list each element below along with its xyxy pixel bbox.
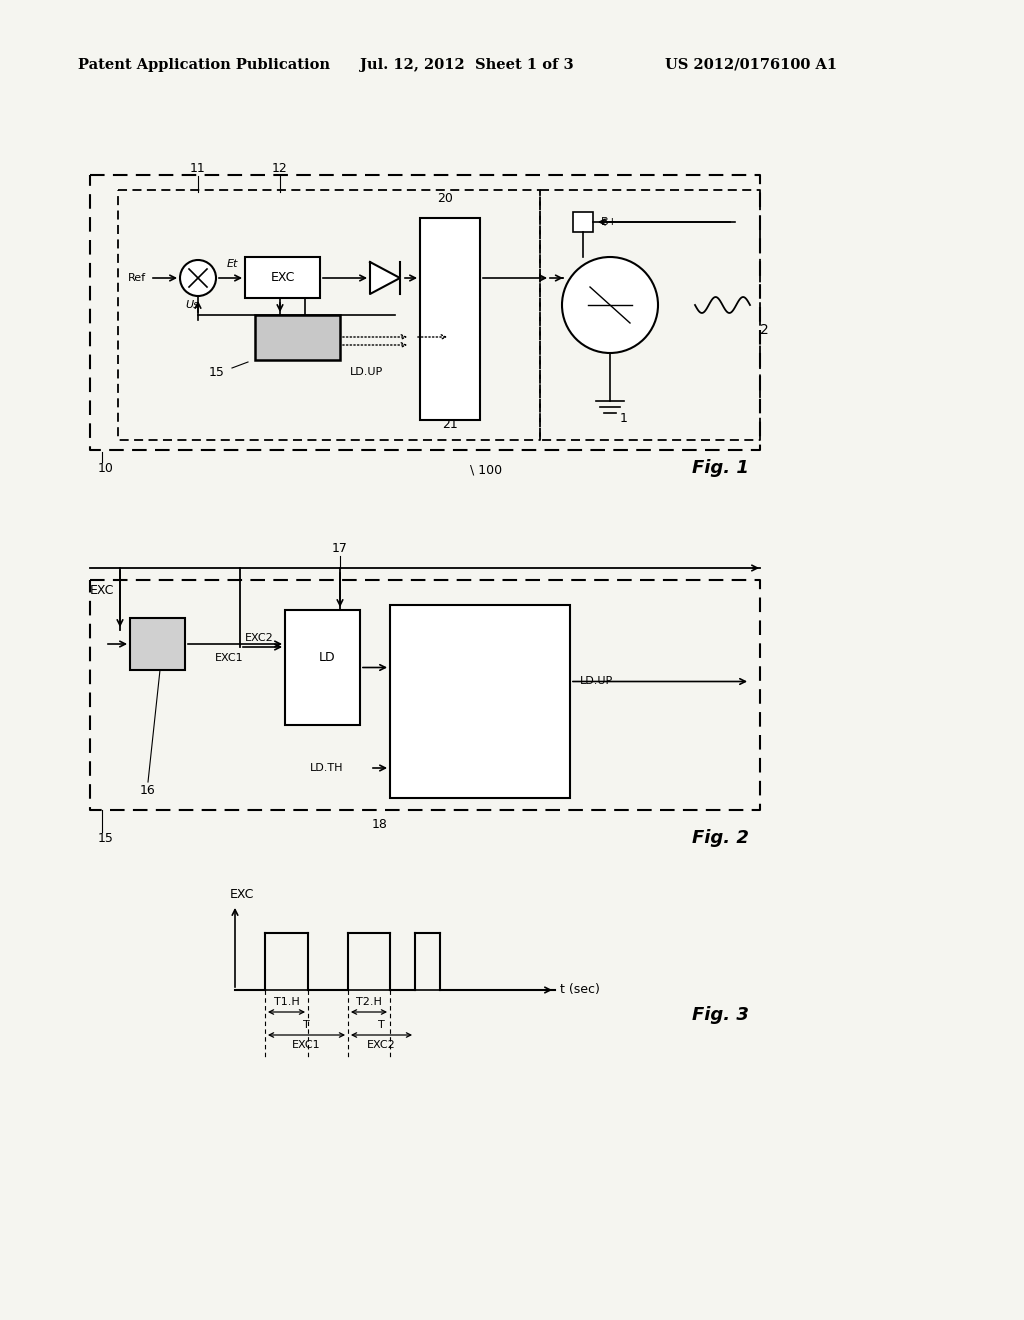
Text: 2: 2	[760, 323, 769, 337]
Text: 15: 15	[98, 832, 114, 845]
Text: 20: 20	[437, 191, 453, 205]
Polygon shape	[370, 261, 400, 294]
Text: Jul. 12, 2012  Sheet 1 of 3: Jul. 12, 2012 Sheet 1 of 3	[360, 58, 573, 73]
Bar	[285, 610, 360, 725]
Text: EXC1: EXC1	[215, 653, 244, 663]
Text: Ref: Ref	[128, 273, 146, 282]
Text: 15: 15	[209, 366, 225, 379]
Text: t (sec): t (sec)	[560, 983, 600, 997]
Text: LD.UP: LD.UP	[350, 367, 383, 378]
Text: US 2012/0176100 A1: US 2012/0176100 A1	[665, 58, 838, 73]
Text: 11: 11	[190, 161, 206, 174]
Text: 18: 18	[372, 818, 388, 832]
Text: T1.H: T1.H	[273, 997, 299, 1007]
Text: EXC2: EXC2	[368, 1040, 396, 1049]
Text: Fig. 3: Fig. 3	[691, 1006, 749, 1024]
Bar	[420, 218, 480, 420]
Text: LD.TH: LD.TH	[310, 763, 343, 774]
Text: 16: 16	[140, 784, 156, 796]
Text: 21: 21	[442, 418, 458, 432]
Text: B+: B+	[601, 216, 618, 227]
Text: EXC2: EXC2	[245, 634, 273, 643]
Text: 17: 17	[332, 541, 348, 554]
Text: Fig. 1: Fig. 1	[691, 459, 749, 477]
Text: Patent Application Publication: Patent Application Publication	[78, 58, 330, 73]
Bar	[573, 213, 593, 232]
Circle shape	[562, 257, 658, 352]
Text: \ 100: \ 100	[470, 463, 502, 477]
Bar	[255, 315, 340, 360]
Text: EXC: EXC	[230, 888, 254, 902]
Circle shape	[180, 260, 216, 296]
Text: 12: 12	[272, 161, 288, 174]
Text: Us: Us	[185, 300, 199, 310]
Text: EXC: EXC	[90, 583, 115, 597]
Bar	[245, 257, 319, 298]
Text: T: T	[303, 1020, 310, 1030]
Text: EXC: EXC	[270, 271, 295, 284]
Text: T2.H: T2.H	[356, 997, 382, 1007]
Text: LD.UP: LD.UP	[580, 676, 613, 686]
Text: LD: LD	[319, 651, 336, 664]
Text: T: T	[378, 1020, 385, 1030]
Text: 10: 10	[98, 462, 114, 474]
Text: EXC1: EXC1	[292, 1040, 321, 1049]
Text: 1: 1	[620, 412, 628, 425]
Text: Et: Et	[226, 259, 238, 269]
Bar	[390, 605, 570, 799]
Bar	[130, 618, 185, 671]
Text: Fig. 2: Fig. 2	[691, 829, 749, 847]
